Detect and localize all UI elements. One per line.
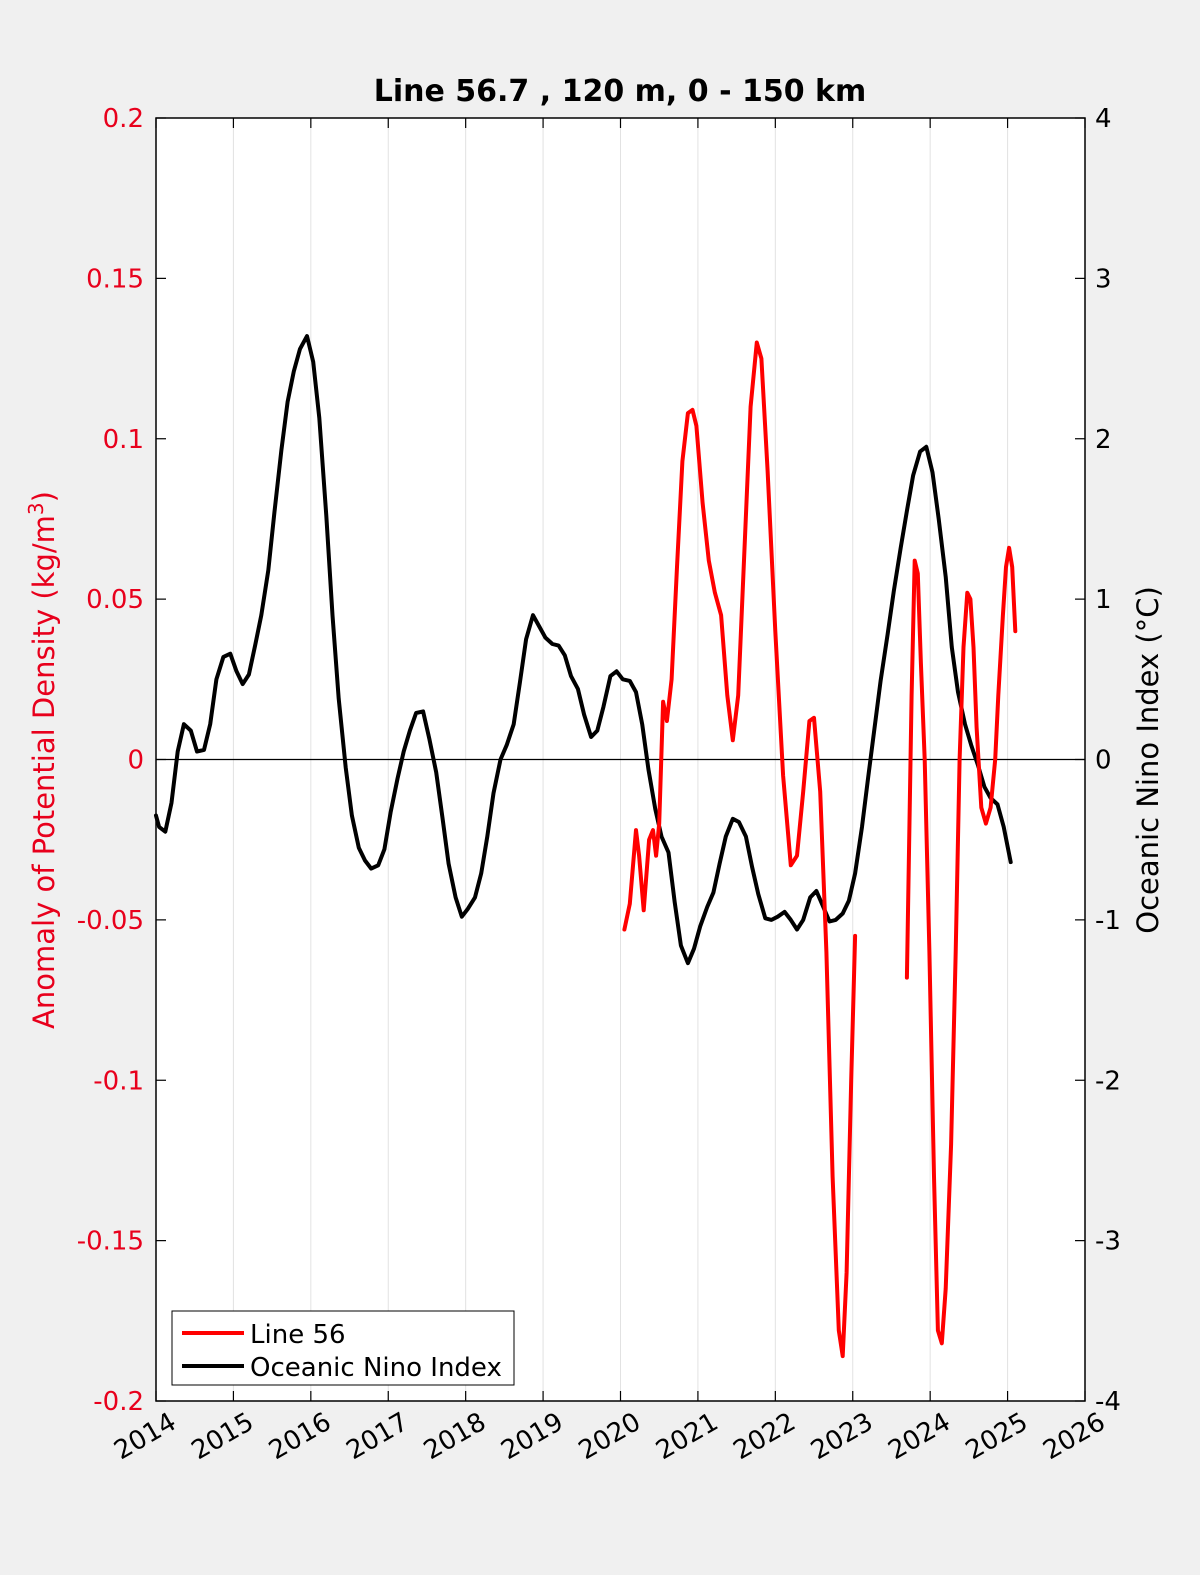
y-right-tick-label: -4	[1095, 1387, 1121, 1417]
x-tick-label: 2018	[419, 1407, 491, 1466]
x-tick-label: 2025	[961, 1407, 1033, 1466]
series-line-line-56	[622, 340, 858, 1359]
y-left-tick-label: -0.15	[77, 1227, 144, 1257]
y-left-label-sup: 3	[24, 502, 48, 515]
y-right-tick-label: -3	[1095, 1227, 1121, 1257]
y-left-label-close: )	[27, 491, 61, 502]
y-right-axis-label: Oceanic Nino Index (°C)	[1131, 586, 1165, 934]
x-tick-label: 2015	[187, 1407, 259, 1466]
legend-label-line56: Line 56	[250, 1320, 346, 1350]
x-tick-label: 2023	[806, 1407, 878, 1466]
y-right-tick-label: 3	[1095, 264, 1112, 294]
legend: Line 56 Oceanic Nino Index	[171, 1310, 515, 1386]
y-right-tick-label: -1	[1095, 906, 1121, 936]
y-left-tick-label: 0.1	[103, 425, 144, 455]
y-right-tick-label: 1	[1095, 585, 1112, 615]
series-line-line-56	[904, 545, 1018, 1346]
y-left-tick-label: 0.15	[86, 264, 144, 294]
y-left-tick-label: -0.05	[77, 906, 144, 936]
series-group	[154, 334, 1018, 1359]
y-right-tick-label: 2	[1095, 425, 1112, 455]
y-left-tick-label: 0	[127, 746, 144, 776]
y-right-tick-label: 0	[1095, 746, 1112, 776]
x-tick-label: 2021	[651, 1407, 723, 1466]
x-tick-label: 2019	[496, 1407, 568, 1466]
series-line-oceanic-nino-index	[154, 334, 1013, 966]
y-right-tick-label: -2	[1095, 1066, 1121, 1096]
chart-title: Line 56.7 , 120 m, 0 - 150 km	[374, 74, 867, 109]
x-tick-label: 2024	[883, 1407, 955, 1466]
y-left-tick-label: -0.1	[93, 1066, 144, 1096]
y-left-axis-label: Anomaly of Potential Density (kg/m3)	[24, 491, 61, 1029]
legend-box	[171, 1310, 515, 1386]
y-left-tick-label: -0.2	[93, 1387, 144, 1417]
x-tick-label: 2020	[574, 1407, 646, 1466]
y-right-tick-label: 4	[1095, 104, 1112, 134]
y-left-tick-label: 0.05	[86, 585, 144, 615]
x-tick-label: 2016	[264, 1407, 336, 1466]
y-left-tick-label: 0.2	[103, 104, 144, 134]
x-tick-label: 2017	[341, 1407, 413, 1466]
legend-label-oni: Oceanic Nino Index	[250, 1353, 502, 1383]
y-left-label-main: Anomaly of Potential Density (kg/m	[27, 515, 61, 1029]
x-tick-label: 2022	[729, 1407, 801, 1466]
